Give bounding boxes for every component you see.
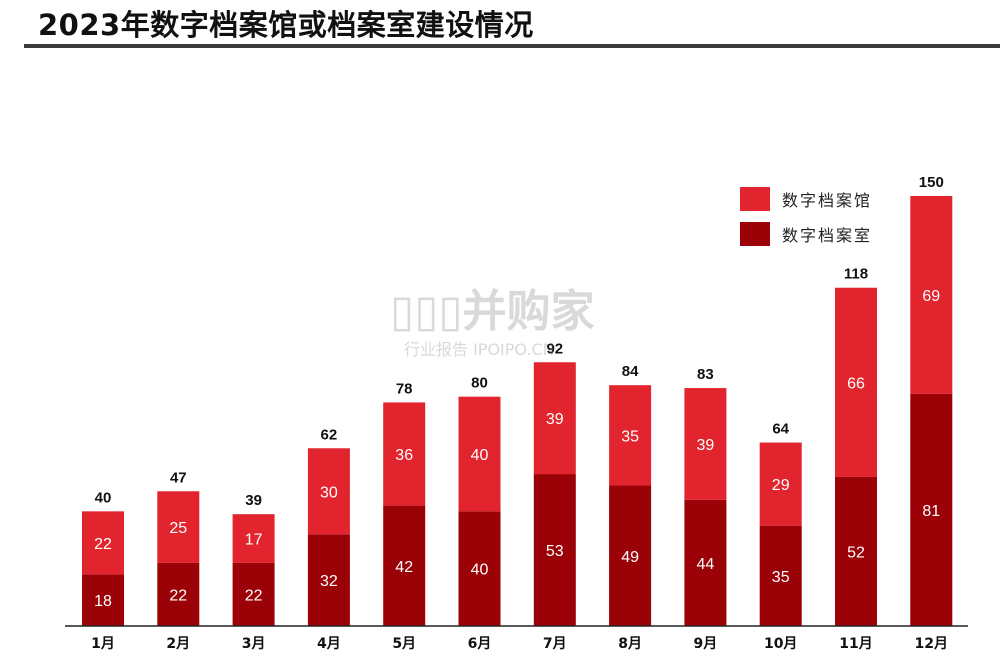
x-tick-label: 6月 xyxy=(468,636,492,652)
bar-segment-archive-room xyxy=(533,474,576,626)
x-tick-label: 9月 xyxy=(694,636,718,652)
bar-segment-archive-hall xyxy=(82,511,124,575)
data-label-archive-hall: 22 xyxy=(94,536,112,553)
bar-segment-archive-hall xyxy=(533,362,576,475)
legend-label-archive-hall: 数字档案馆 xyxy=(782,191,873,210)
x-tick-label: 2月 xyxy=(166,636,190,652)
data-label-archive-hall: 17 xyxy=(245,532,263,549)
bar-segment-archive-room xyxy=(157,562,200,626)
bar-segment-archive-hall xyxy=(157,491,200,563)
data-label-archive-hall: 35 xyxy=(621,428,639,445)
total-label: 40 xyxy=(95,489,112,506)
bar-segment-archive-room xyxy=(383,505,426,626)
bar-segment-archive-hall xyxy=(759,442,802,526)
bar-segment-archive-hall xyxy=(609,385,652,486)
data-label-archive-room: 44 xyxy=(697,556,715,573)
bar-segment-archive-hall xyxy=(458,396,501,512)
x-tick-label: 11月 xyxy=(839,636,872,652)
total-label: 62 xyxy=(321,426,338,443)
total-label: 80 xyxy=(471,375,488,392)
bar-segment-archive-hall xyxy=(232,514,275,563)
total-label: 78 xyxy=(396,380,413,397)
bar-segment-archive-hall xyxy=(383,402,426,506)
total-label: 39 xyxy=(245,492,262,509)
data-label-archive-room: 32 xyxy=(320,573,338,590)
data-label-archive-room: 40 xyxy=(471,562,489,579)
total-label: 64 xyxy=(772,421,789,438)
data-label-archive-hall: 36 xyxy=(395,447,413,464)
data-label-archive-room: 22 xyxy=(245,587,263,604)
bar-segment-archive-room xyxy=(910,393,953,626)
data-label-archive-hall: 69 xyxy=(922,288,940,305)
total-label: 118 xyxy=(844,266,868,283)
data-label-archive-hall: 39 xyxy=(697,437,715,454)
title-divider xyxy=(24,44,1000,48)
data-label-archive-room: 49 xyxy=(621,549,639,566)
bar-segment-archive-room xyxy=(82,574,124,626)
data-label-archive-hall: 40 xyxy=(471,447,489,464)
bar-segment-archive-hall xyxy=(307,448,350,535)
bar-segment-archive-hall xyxy=(835,287,877,477)
x-tick-label: 5月 xyxy=(392,636,416,652)
legend-swatch-archive-room xyxy=(740,222,770,246)
legend: 数字档案馆 数字档案室 xyxy=(740,187,872,257)
x-tick-label: 8月 xyxy=(618,636,642,652)
data-label-archive-hall: 29 xyxy=(772,477,790,494)
data-label-archive-room: 22 xyxy=(169,587,187,604)
chart-title: 2023年数字档案馆或档案室建设情况 xyxy=(38,8,534,42)
data-label-archive-room: 35 xyxy=(772,569,790,586)
data-label-archive-room: 18 xyxy=(94,593,112,610)
data-label-archive-room: 81 xyxy=(922,503,940,520)
data-label-archive-hall: 39 xyxy=(546,411,564,428)
total-label: 83 xyxy=(697,366,714,383)
data-label-archive-hall: 25 xyxy=(169,520,187,537)
legend-label-archive-room: 数字档案室 xyxy=(782,226,873,245)
x-tick-label: 4月 xyxy=(317,636,341,652)
bar-segment-archive-room xyxy=(759,525,802,626)
bar-segment-archive-room xyxy=(835,476,877,626)
data-label-archive-hall: 30 xyxy=(320,484,338,501)
bar-segment-archive-hall xyxy=(910,196,953,394)
data-label-archive-hall: 66 xyxy=(847,375,865,392)
legend-item-archive-hall: 数字档案馆 xyxy=(740,187,872,211)
data-label-archive-room: 53 xyxy=(546,543,564,560)
bar-segment-archive-hall xyxy=(684,388,727,500)
data-label-archive-room: 52 xyxy=(847,544,865,561)
bar-segment-archive-room xyxy=(684,499,727,626)
total-label: 92 xyxy=(546,340,563,357)
x-tick-label: 7月 xyxy=(543,636,567,652)
bar-segment-archive-room xyxy=(307,534,350,626)
legend-item-archive-room: 数字档案室 xyxy=(740,222,872,246)
x-tick-label: 1月 xyxy=(91,636,115,652)
x-tick-label: 12月 xyxy=(915,636,948,652)
bar-segment-archive-room xyxy=(609,485,652,626)
total-label: 84 xyxy=(622,363,639,380)
legend-swatch-archive-hall xyxy=(740,187,770,211)
data-label-archive-room: 42 xyxy=(395,559,413,576)
bar-segment-archive-room xyxy=(458,511,501,626)
total-label: 47 xyxy=(170,469,187,486)
total-label: 150 xyxy=(919,174,944,191)
bar-segment-archive-room xyxy=(232,562,275,626)
x-tick-label: 3月 xyxy=(242,636,266,652)
x-tick-label: 10月 xyxy=(764,636,797,652)
